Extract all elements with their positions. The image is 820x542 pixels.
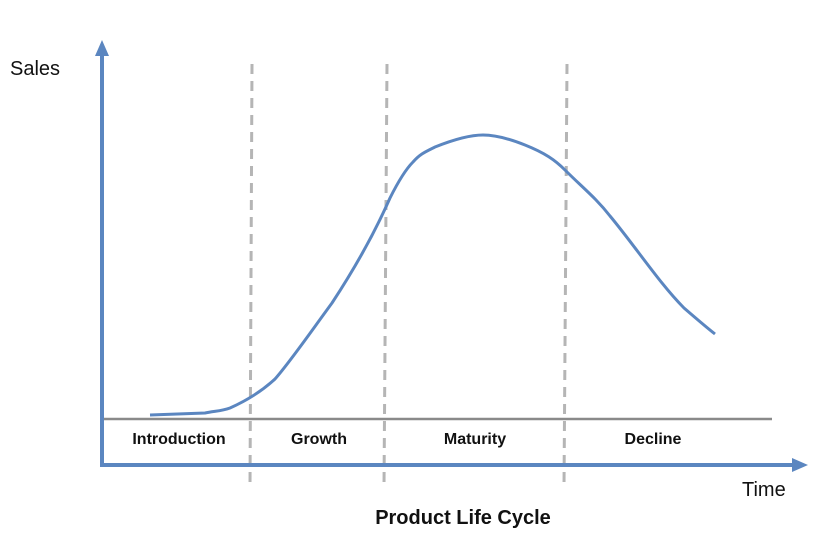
y-axis-arrowhead (95, 40, 109, 56)
stage-divider-maturity-decline (562, 63, 569, 488)
stage-divider-growth-maturity (382, 63, 389, 488)
stage-label-decline: Decline (625, 431, 682, 448)
stage-label-maturity: Maturity (444, 431, 506, 448)
stage-label-growth: Growth (291, 431, 347, 448)
stage-divider-introduction-growth (248, 63, 254, 488)
stage-label-introduction: Introduction (132, 431, 225, 448)
x-axis-arrowhead (792, 458, 808, 472)
y-axis-label: Sales (10, 58, 60, 80)
sales-curve (149, 133, 716, 417)
diagram-title: Product Life Cycle (375, 507, 551, 529)
x-axis-label: Time (742, 479, 786, 501)
